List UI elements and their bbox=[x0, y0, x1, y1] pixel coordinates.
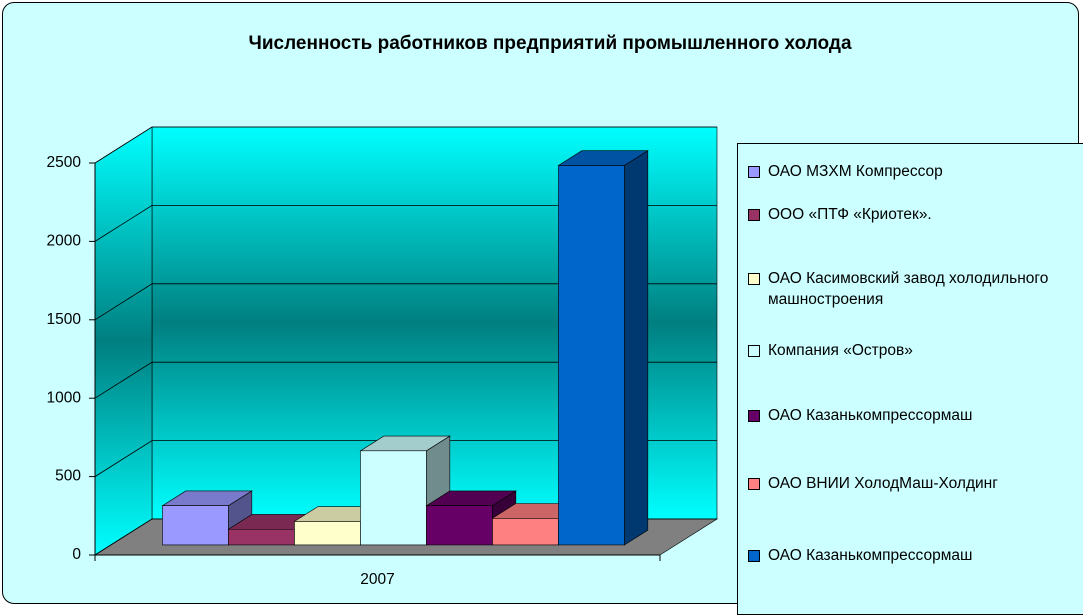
bar-front bbox=[294, 521, 361, 546]
grid-line bbox=[94, 126, 717, 164]
grid-line bbox=[94, 204, 717, 242]
y-tick-label: 2000 bbox=[47, 232, 82, 249]
y-tick-label: 0 bbox=[72, 546, 81, 563]
bar-front bbox=[492, 517, 559, 546]
legend-entry: ОАО Казанькомпрессормаш bbox=[748, 405, 1078, 426]
legend-label: ОАО Казанькомпрессормаш bbox=[768, 547, 973, 564]
bar bbox=[161, 490, 253, 546]
chart-title: Численность работников предприятий промы… bbox=[248, 33, 852, 54]
legend-label: ОАО ВНИИ ХолодМаш-Холдинг bbox=[768, 475, 998, 492]
legend-entry: ОАО Казанькомпрессормаш bbox=[748, 545, 1078, 566]
y-tick-label: 2500 bbox=[47, 154, 82, 171]
legend-swatch bbox=[748, 410, 760, 422]
legend-entry: Компания «Остров» bbox=[748, 340, 1078, 361]
bar-front bbox=[360, 450, 427, 546]
legend-swatch bbox=[748, 345, 760, 357]
legend-swatch bbox=[748, 478, 760, 490]
legend-swatch bbox=[748, 550, 760, 562]
side-wall bbox=[94, 126, 153, 556]
legend-entry: ООО «ПТФ «Криотек». bbox=[748, 204, 1078, 225]
bar-front bbox=[162, 505, 229, 546]
legend-swatch bbox=[748, 166, 760, 178]
legend-label: Компания «Остров» bbox=[768, 342, 913, 359]
bar bbox=[557, 150, 649, 546]
grid-line bbox=[94, 440, 717, 477]
grid-line bbox=[94, 283, 717, 321]
legend-swatch bbox=[748, 209, 760, 221]
legend-label: ОАО МЗХМ Компрессор bbox=[768, 163, 943, 180]
grid-line bbox=[94, 361, 717, 399]
legend-entry: ОАО МЗХМ Компрессор bbox=[748, 161, 1078, 182]
legend-label: ОАО Касимовский завод холодильного машно… bbox=[768, 270, 1049, 308]
bar-front bbox=[558, 165, 625, 546]
y-tick-label: 500 bbox=[55, 468, 81, 485]
legend: ОАО МЗХМ Компрессор ООО «ПТФ «Криотек». ОА… bbox=[737, 143, 1083, 615]
legend-entry: ОАО ВНИИ ХолодМаш-Холдинг bbox=[748, 473, 1078, 494]
bar-front bbox=[426, 505, 493, 546]
bar-side bbox=[624, 150, 649, 546]
x-tick-label: 2007 bbox=[360, 571, 394, 588]
legend-label: ОАО Казанькомпрессормаш bbox=[768, 407, 973, 424]
legend-label: ООО «ПТФ «Криотек». bbox=[768, 206, 932, 223]
legend-swatch bbox=[748, 273, 760, 285]
y-tick-label: 1000 bbox=[47, 389, 82, 406]
bar-front bbox=[228, 528, 295, 546]
y-tick-label: 1500 bbox=[47, 311, 82, 328]
legend-entry: ОАО Касимовский завод холодильного машно… bbox=[748, 268, 1078, 310]
